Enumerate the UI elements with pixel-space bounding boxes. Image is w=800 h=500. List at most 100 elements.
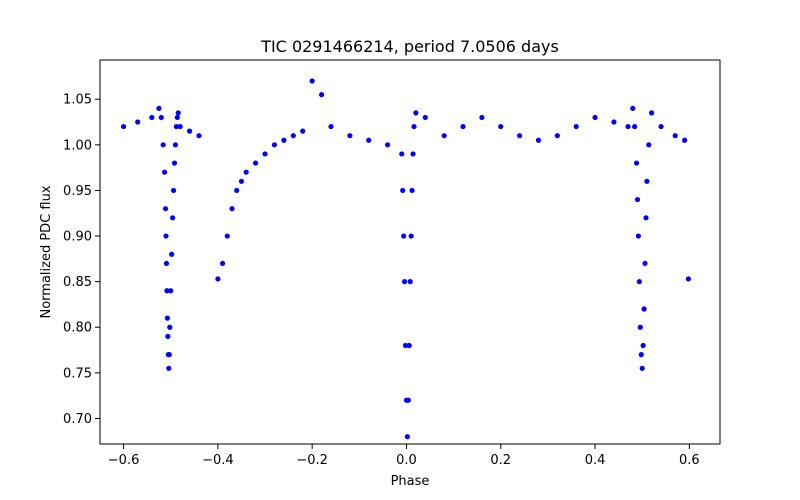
x-tick-label: 0.0 — [396, 453, 417, 468]
data-point — [219, 260, 226, 267]
x-tick-label: −0.2 — [296, 453, 328, 468]
data-point — [554, 133, 560, 139]
plot-frame — [99, 59, 721, 445]
data-point — [347, 133, 353, 139]
data-point — [404, 434, 411, 440]
data-point — [161, 169, 168, 175]
chart-title: TIC 0291466214, period 7.0506 days — [260, 37, 559, 56]
data-point — [401, 233, 407, 239]
data-point — [630, 105, 636, 111]
data-point — [407, 279, 413, 285]
data-point — [632, 123, 638, 130]
x-tick-label: 0.2 — [490, 453, 511, 468]
data-point — [611, 119, 617, 125]
data-point — [164, 315, 171, 321]
data-point — [649, 110, 655, 116]
data-point — [120, 123, 127, 130]
data-point — [160, 142, 166, 148]
data-point — [166, 365, 172, 371]
data-point — [186, 128, 193, 134]
data-point — [479, 114, 485, 121]
data-point — [262, 151, 268, 157]
data-point — [646, 142, 652, 148]
data-point — [672, 133, 678, 139]
data-point — [625, 123, 631, 130]
data-point — [413, 110, 419, 116]
data-point — [318, 92, 325, 98]
x-axis: −0.6 −0.4 −0.2 0.0 0.2 0.4 0.6 — [108, 444, 700, 468]
y-tick-label: 0.70 — [63, 412, 92, 427]
y-tick-label: 1.05 — [63, 93, 92, 108]
x-tick-label: 0.6 — [679, 453, 700, 468]
data-point — [224, 233, 230, 239]
data-point — [163, 233, 169, 239]
y-tick-label: 1.00 — [63, 138, 92, 153]
data-point — [290, 133, 296, 139]
data-point — [177, 123, 183, 130]
data-point — [685, 276, 692, 282]
data-point — [411, 123, 417, 130]
data-point — [399, 151, 405, 157]
data-point — [149, 114, 155, 121]
data-point — [165, 333, 171, 339]
data-point — [400, 187, 406, 194]
data-point — [174, 114, 180, 121]
data-point — [196, 133, 202, 139]
data-point — [682, 137, 688, 143]
y-tick-label: 0.85 — [63, 275, 92, 290]
x-tick-label: −0.6 — [108, 453, 140, 468]
data-point — [639, 365, 645, 371]
data-point — [172, 142, 179, 148]
data-point — [300, 128, 306, 134]
data-point — [410, 151, 416, 157]
data-point — [167, 324, 173, 330]
data-point — [637, 324, 643, 330]
data-point — [243, 169, 249, 175]
data-point — [409, 187, 415, 194]
data-point — [234, 187, 240, 194]
data-point — [406, 342, 412, 349]
data-point — [641, 306, 647, 312]
data-point — [158, 114, 164, 121]
y-tick-label: 0.75 — [63, 366, 92, 381]
x-axis-label: Phase — [391, 474, 430, 489]
data-point — [642, 260, 648, 267]
data-point — [640, 342, 646, 349]
data-point — [638, 352, 644, 358]
y-tick-label: 0.95 — [63, 184, 92, 199]
y-axis: 0.70 0.75 0.80 0.85 0.90 0.95 1.00 1.05 — [63, 93, 100, 427]
data-point — [309, 78, 315, 84]
data-point — [252, 160, 259, 166]
data-point — [402, 342, 409, 349]
y-tick-label: 0.80 — [63, 321, 92, 336]
data-point — [644, 178, 650, 184]
data-point — [636, 279, 642, 285]
data-point — [422, 114, 428, 121]
data-point — [271, 142, 278, 148]
data-point — [135, 119, 141, 125]
data-point — [164, 288, 170, 294]
data-point — [405, 397, 411, 403]
data-point — [498, 123, 504, 130]
data-point — [168, 288, 174, 294]
data-point — [635, 233, 642, 239]
data-point — [408, 233, 414, 239]
data-point — [238, 178, 245, 184]
data-point — [215, 276, 221, 282]
data-point — [643, 215, 649, 221]
data-point — [156, 105, 162, 111]
data-point — [175, 110, 181, 116]
data-point — [658, 123, 664, 130]
data-point — [634, 196, 641, 203]
data-point — [163, 260, 170, 267]
x-tick-label: 0.4 — [585, 453, 606, 468]
data-point — [385, 142, 391, 148]
data-point — [171, 160, 178, 166]
data-point — [592, 114, 598, 121]
data-point — [328, 123, 334, 130]
data-point — [229, 206, 235, 212]
data-point — [573, 123, 579, 130]
data-point — [166, 352, 172, 358]
